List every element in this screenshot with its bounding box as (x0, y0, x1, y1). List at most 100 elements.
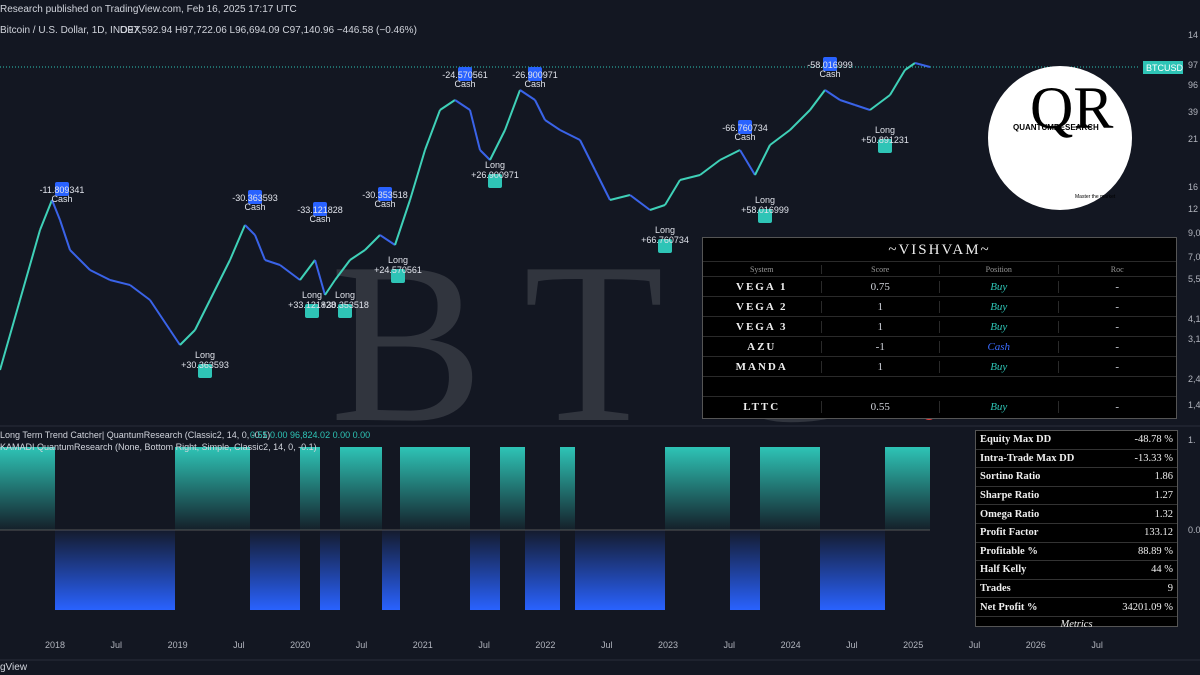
trade-value: +58.016999 (741, 205, 789, 215)
cell: Sortino Ratio (980, 471, 1041, 483)
symbol: Bitcoin / U.S. Dollar, 1D, INDEX (0, 25, 141, 36)
trade-kind: Long (335, 290, 355, 300)
x-tick-label: Jul (601, 640, 613, 650)
trade-kind: Long (388, 255, 408, 265)
x-tick-label: Jul (846, 640, 858, 650)
price-segment (409, 149, 426, 201)
price-segment (579, 139, 596, 171)
metric-row: Half Kelly 44 % (976, 561, 1177, 580)
indicator-down (320, 530, 340, 610)
indicator-up (560, 447, 575, 530)
cell: - (1057, 320, 1177, 333)
vishvam-row: VEGA 2 1 Buy - (703, 296, 1176, 316)
price-segment (904, 62, 916, 71)
indicator-down (730, 530, 760, 610)
trade-value: -26.900971 (512, 70, 558, 80)
column-header: Position (939, 264, 1058, 274)
price-segment (39, 199, 53, 231)
trade-kind: Long (655, 225, 675, 235)
metrics-table: Equity Max DD -48.78 % Intra-Trade Max DD -… (975, 430, 1178, 630)
cell: Buy (939, 360, 1058, 373)
price-segment (229, 224, 246, 261)
trade-kind: Cash (244, 202, 265, 212)
trade-kind: Long (302, 290, 322, 300)
cell: 44 % (1151, 564, 1173, 576)
vishvam-header: System Score Position Roc (703, 261, 1176, 276)
price-segment (334, 259, 351, 281)
cell: VEGA 2 (736, 300, 788, 313)
y-tick-label: 2,4 (1188, 374, 1200, 384)
vishvam-table: ~VISHVAM~ System Score Position Roc VEGA 1 0.7… (702, 237, 1177, 419)
price-segment (59, 219, 71, 251)
cell: -13.33 % (1134, 452, 1174, 464)
price-segment (51, 199, 61, 221)
cell: AZU (747, 340, 777, 353)
x-tick-label: 2024 (781, 640, 801, 650)
cell: 1 (820, 360, 940, 373)
indicator-tick: 0.0 (1188, 525, 1200, 535)
price-segment (479, 149, 491, 161)
price-segment (89, 269, 111, 281)
x-tick-label: 2019 (168, 640, 188, 650)
trade-badge (248, 190, 262, 204)
indicator-values: 0.55 0.00 96,824.02 0.00 0.00 (250, 430, 370, 440)
price-segment (244, 224, 256, 236)
price-segment (699, 159, 721, 176)
price-segment (179, 329, 196, 346)
footer: gView (0, 662, 28, 673)
price-segment (839, 99, 856, 106)
metric-row: Net Profit % 34201.09 % (976, 598, 1177, 617)
x-tick-label: Jul (969, 640, 981, 650)
column-header: Roc (1057, 264, 1177, 274)
indicator-up (300, 447, 320, 530)
cell: 1.27 (1154, 490, 1173, 502)
trade-value: -66.760734 (722, 123, 768, 133)
cell: 1 (820, 320, 940, 333)
trade-kind: Cash (454, 79, 475, 89)
trade-value: +30.363593 (181, 360, 229, 370)
x-tick-label: 2022 (535, 640, 555, 650)
price-segment (754, 144, 771, 176)
price-segment (324, 279, 336, 296)
cell: - (1057, 280, 1177, 293)
price-segment (519, 89, 536, 101)
trade-value: +30.353518 (321, 300, 369, 310)
price-segment (299, 259, 316, 281)
cell: 34201.09 % (1122, 601, 1173, 613)
trade-kind: Cash (524, 79, 545, 89)
price-segment (439, 99, 456, 111)
indicator-down (575, 530, 665, 610)
cell: Buy (939, 300, 1058, 313)
trade-badge (458, 67, 472, 81)
indicator-up (0, 447, 55, 530)
metric-row: Intra-Trade Max DD -13.33 % (976, 450, 1177, 469)
price-segment (69, 249, 91, 271)
price-segment (314, 259, 326, 296)
price-tag: BTCUSD (1146, 63, 1184, 73)
indicator-up (175, 447, 250, 530)
price-segment (679, 174, 701, 181)
price-segment (279, 264, 301, 281)
indicator-down (382, 530, 400, 610)
y-tick-label: 21 (1188, 134, 1198, 144)
x-tick-label: Jul (478, 640, 490, 650)
y-tick-label: 97 (1188, 60, 1198, 70)
y-tick-label: 96 (1188, 80, 1198, 90)
trade-kind: Cash (374, 199, 395, 209)
trade-value: +26.900971 (471, 170, 519, 180)
trade-value: -11.809341 (40, 185, 85, 195)
price-segment (109, 279, 131, 286)
trade-badge (878, 139, 892, 153)
price-segment (649, 204, 666, 211)
vishvam-row: VEGA 3 1 Buy - (703, 316, 1176, 336)
metric-row: Omega Ratio 1.32 (976, 505, 1177, 524)
indicator-up (340, 447, 382, 530)
trade-badge (658, 239, 672, 253)
x-tick-label: Jul (111, 640, 123, 650)
price-segment (264, 259, 281, 266)
indicator-tick: 1. (1188, 435, 1196, 445)
x-tick-label: 2026 (1026, 640, 1046, 650)
cell: Trades (980, 583, 1011, 595)
trade-value: -30.363593 (232, 193, 278, 203)
indicator-up (885, 447, 930, 530)
